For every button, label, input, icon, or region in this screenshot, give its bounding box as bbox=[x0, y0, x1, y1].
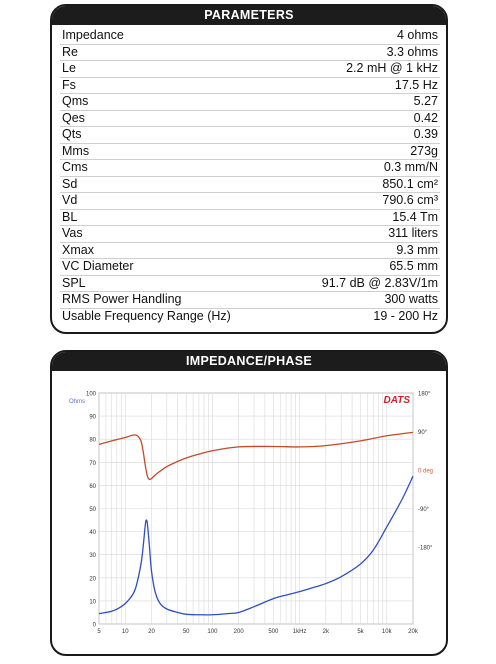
y-left-tick-label: 100 bbox=[86, 392, 97, 398]
y-left-axis-label: Ohms bbox=[69, 399, 85, 405]
parameter-row: Cms 0.3 mm/N bbox=[60, 159, 440, 177]
impedance-phase-panel: IMPEDANCE/PHASE 0 10 20 30 40 50 60 70 80 90 100 Oh… bbox=[50, 350, 448, 656]
parameter-row: Vas 311 liters bbox=[60, 225, 440, 243]
parameter-name: Cms bbox=[60, 159, 285, 177]
x-tick-label: 10k bbox=[382, 629, 393, 635]
parameter-row: Qts 0.39 bbox=[60, 126, 440, 144]
y-left-tick-label: 70 bbox=[89, 461, 96, 467]
parameter-name: Xmax bbox=[60, 242, 285, 259]
impedance-series-line bbox=[98, 475, 414, 616]
parameter-value: 65.5 mm bbox=[284, 258, 440, 276]
y-left-tick-label: 80 bbox=[89, 438, 96, 444]
parameter-value: 91.7 dB @ 2.83V/1m bbox=[284, 275, 440, 292]
y-left-tick-label: 60 bbox=[89, 484, 96, 490]
parameter-row: Qms 5.27 bbox=[60, 93, 440, 111]
parameter-name: Mms bbox=[60, 143, 285, 160]
parameter-value: 273g bbox=[284, 143, 440, 160]
parameter-name: Qts bbox=[60, 126, 285, 144]
y-right-tick-label: -180° bbox=[418, 546, 433, 552]
y-right-tick-label: 0 deg bbox=[418, 469, 433, 475]
parameter-row: Le 2.2 mH @ 1 kHz bbox=[60, 60, 440, 78]
x-tick-label: 100 bbox=[207, 629, 218, 635]
parameter-name: BL bbox=[60, 209, 285, 226]
parameter-value: 850.1 cm² bbox=[284, 176, 440, 193]
parameter-row: Mms 273g bbox=[60, 143, 440, 160]
parameter-name: Qms bbox=[60, 93, 285, 111]
parameter-name: Vd bbox=[60, 192, 285, 210]
x-tick-label: 5 bbox=[97, 629, 101, 635]
parameter-row: BL 15.4 Tm bbox=[60, 209, 440, 226]
parameter-name: Re bbox=[60, 44, 285, 61]
x-tick-label: 50 bbox=[183, 629, 190, 635]
x-tick-label: 5k bbox=[357, 629, 364, 635]
y-left-tick-label: 30 bbox=[89, 553, 96, 559]
parameter-row: Fs 17.5 Hz bbox=[60, 77, 440, 94]
parameter-value: 9.3 mm bbox=[284, 242, 440, 259]
parameters-title: PARAMETERS bbox=[52, 6, 446, 25]
parameter-name: Vas bbox=[60, 225, 285, 243]
parameter-row: Re 3.3 ohms bbox=[60, 44, 440, 61]
parameter-name: Sd bbox=[60, 176, 285, 193]
parameter-value: 3.3 ohms bbox=[284, 44, 440, 61]
parameter-name: Impedance bbox=[60, 28, 285, 45]
x-tick-label: 20k bbox=[408, 629, 419, 635]
parameters-panel: PARAMETERS Impedance 4 ohms Re 3.3 ohms Le 2.… bbox=[50, 4, 448, 334]
x-tick-label: 1kHz bbox=[293, 629, 307, 635]
parameter-row: SPL 91.7 dB @ 2.83V/1m bbox=[60, 275, 440, 292]
impedance-phase-title: IMPEDANCE/PHASE bbox=[52, 352, 446, 371]
y-left-tick-label: 20 bbox=[89, 576, 96, 582]
parameter-row: VC Diameter 65.5 mm bbox=[60, 258, 440, 276]
parameter-value: 19 - 200 Hz bbox=[373, 308, 438, 323]
parameter-value: 300 watts bbox=[284, 291, 440, 309]
parameter-value: 311 liters bbox=[284, 225, 440, 243]
parameter-name: Le bbox=[60, 60, 285, 78]
y-left-tick-label: 40 bbox=[89, 530, 96, 536]
parameter-value: 5.27 bbox=[284, 93, 440, 111]
y-right-tick-label: 90° bbox=[418, 430, 428, 436]
parameter-name: Fs bbox=[60, 77, 285, 94]
parameter-name: SPL bbox=[60, 275, 285, 292]
y-left-tick-label: 50 bbox=[89, 507, 96, 513]
parameter-value: 0.42 bbox=[284, 110, 440, 127]
parameter-name: Qes bbox=[60, 110, 285, 127]
y-right-tick-label: 180° bbox=[418, 392, 431, 398]
parameters-table: Impedance 4 ohms Re 3.3 ohms Le 2.2 mH @ 1 kH… bbox=[60, 28, 440, 324]
x-tick-label: 500 bbox=[268, 629, 279, 635]
y-right-tick-label: -90° bbox=[418, 507, 430, 513]
parameter-row: RMS Power Handling 300 watts bbox=[60, 291, 440, 309]
parameter-row: Impedance 4 ohms bbox=[60, 28, 440, 45]
parameter-row: Qes 0.42 bbox=[60, 110, 440, 127]
parameter-name: Usable Frequency Range (Hz) bbox=[62, 308, 231, 323]
parameter-row: Sd 850.1 cm² bbox=[60, 176, 440, 193]
x-tick-label: 20 bbox=[148, 629, 155, 635]
y-left-tick-label: 90 bbox=[89, 415, 96, 421]
phase-series-line bbox=[98, 431, 414, 481]
parameter-name: RMS Power Handling bbox=[60, 291, 285, 309]
parameter-value: 790.6 cm³ bbox=[284, 192, 440, 210]
x-tick-label: 200 bbox=[234, 629, 245, 635]
parameter-value: 0.39 bbox=[284, 126, 440, 144]
x-tick-label: 10 bbox=[122, 629, 129, 635]
parameter-row: Xmax 9.3 mm bbox=[60, 242, 440, 259]
y-left-tick-label: 0 bbox=[93, 623, 97, 629]
parameter-value: 2.2 mH @ 1 kHz bbox=[284, 60, 440, 78]
brand-logo: DATS bbox=[384, 395, 411, 406]
y-left-tick-label: 10 bbox=[89, 599, 96, 605]
parameter-value: 0.3 mm/N bbox=[284, 159, 440, 177]
parameter-name: VC Diameter bbox=[60, 258, 285, 276]
parameter-value: 4 ohms bbox=[284, 28, 440, 45]
parameter-value: 17.5 Hz bbox=[284, 77, 440, 94]
x-tick-label: 2k bbox=[323, 629, 330, 635]
parameter-value: 15.4 Tm bbox=[284, 209, 440, 226]
parameter-row: Vd 790.6 cm³ bbox=[60, 192, 440, 210]
parameter-row: Usable Frequency Range (Hz) 19 - 200 Hz bbox=[60, 308, 440, 324]
